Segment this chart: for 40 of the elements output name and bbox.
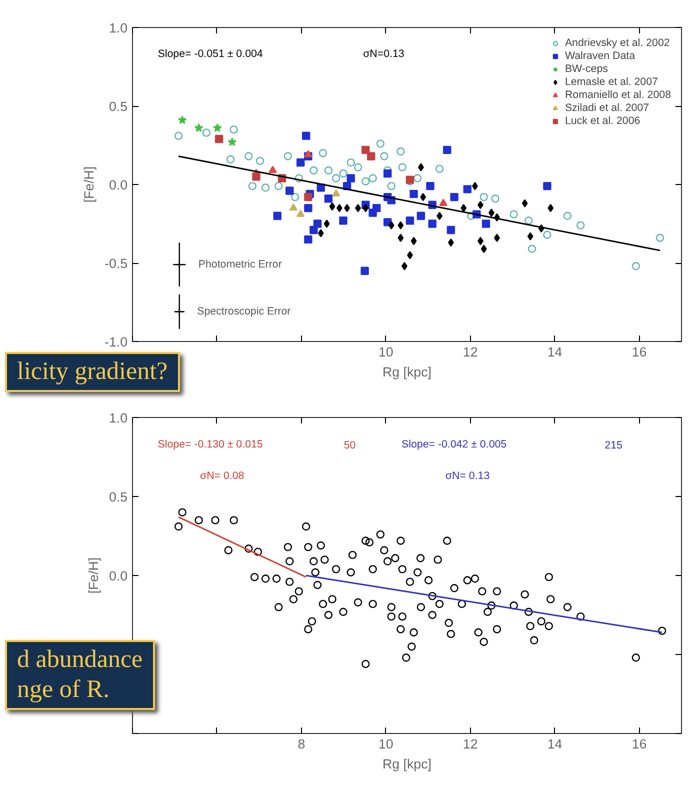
x-axis-title: Rg [kpc] <box>382 364 432 380</box>
legend-label: Romaniello et al. 2008 <box>564 89 671 101</box>
x-tick-label: 14 <box>547 736 563 752</box>
annotation: σN=0.13 <box>363 48 404 60</box>
x-tick-label: 16 <box>632 736 647 752</box>
annotation: Slope= -0.042 ± 0.005 <box>402 438 507 450</box>
legend-label: Andrievsky et al. 2002 <box>564 37 670 49</box>
y-axis-title: [Fe/H] <box>82 166 97 203</box>
annotation: 215 <box>604 439 622 452</box>
x-tick-label: 8 <box>298 736 306 752</box>
x-tick-label: 12 <box>462 344 478 360</box>
x-axis-title: Rg [kpc] <box>382 756 432 772</box>
x-tick-label: 10 <box>378 736 394 752</box>
annotation: Slope= -0.130 ± 0.015 <box>158 438 263 450</box>
legend-label: BW-ceps <box>564 63 608 75</box>
y-tick-label: 0.5 <box>108 490 128 504</box>
legend-label: Spectroscopic Error <box>197 306 292 318</box>
text: licity gradient? <box>5 352 180 392</box>
y-tick-label: -1.0 <box>104 334 128 350</box>
y-tick-label: 0.0 <box>108 178 128 192</box>
annotation: Slope= -0.051 ± 0.004 <box>158 48 263 60</box>
legend-label: Sziladi et al. 2007 <box>564 102 650 114</box>
y-tick-label: 0.0 <box>108 568 128 584</box>
x-tick-label: 12 <box>462 736 478 752</box>
legend-label: Lemasle et al. 2007 <box>564 76 658 88</box>
y-axis-title: [Fe/H] <box>86 557 101 594</box>
annotation: d abundance nge of R. <box>5 640 155 710</box>
y-tick-label: 1.0 <box>108 20 128 36</box>
annotation: 50 <box>344 439 356 452</box>
annotation: σN= 0.08 <box>200 470 244 482</box>
y-tick-label: 0.5 <box>108 99 128 114</box>
series-label: Photometric Error <box>198 258 282 271</box>
x-tick-label: 14 <box>547 344 563 360</box>
y-tick-label: -0.5 <box>104 256 128 271</box>
x-tick-label: 10 <box>378 344 394 360</box>
legend-label: Luck et al. 2006 <box>564 115 640 127</box>
y-tick-label: 1.0 <box>108 410 128 426</box>
annotation: σN= 0.13 <box>445 470 490 482</box>
legend-label: Walraven Data <box>564 50 636 62</box>
x-tick-label: 16 <box>632 344 647 360</box>
